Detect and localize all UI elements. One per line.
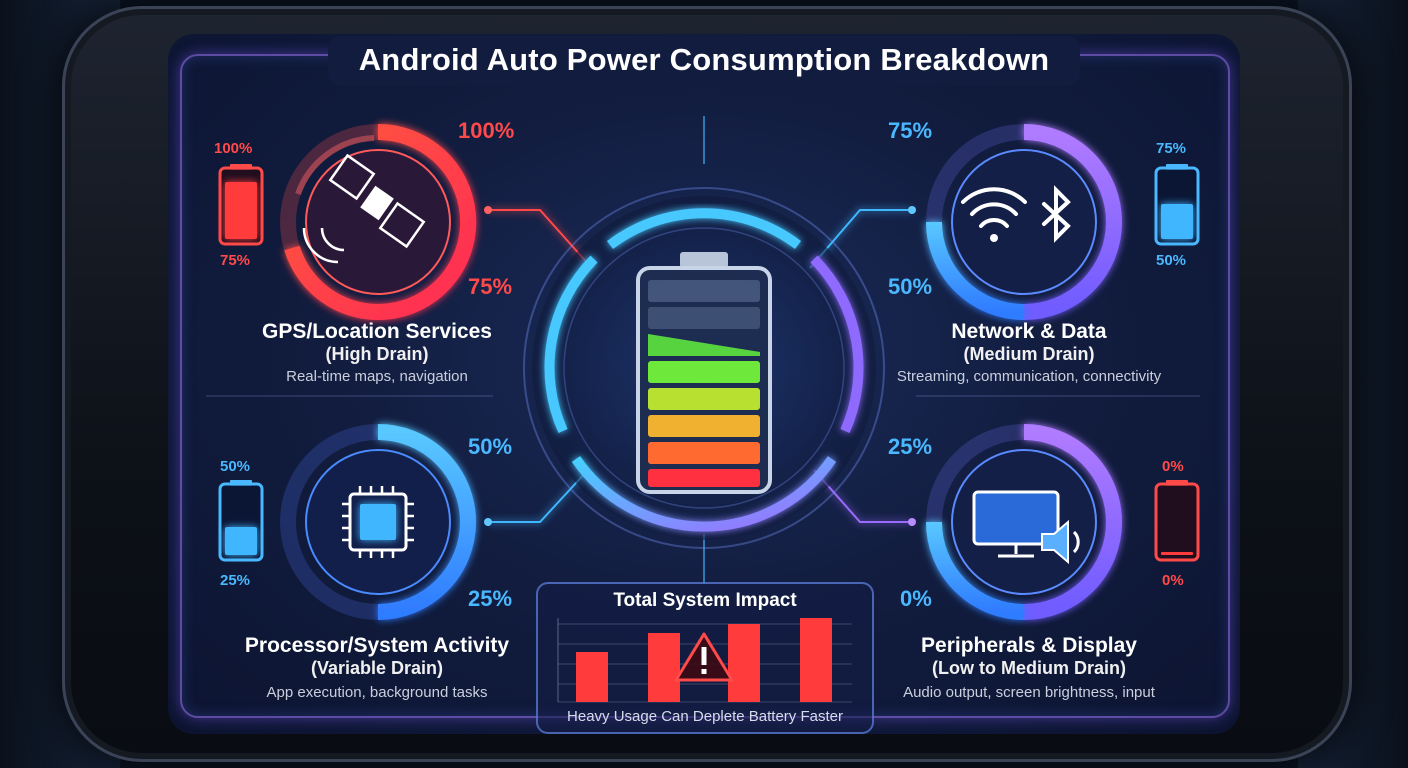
impact-title: Total System Impact — [613, 590, 797, 611]
peripherals-battery-gauge — [1154, 480, 1200, 562]
impact-bar — [648, 633, 680, 702]
gps-gauge-bottom: 75% — [220, 252, 251, 269]
processor-gauge-bottom: 25% — [220, 572, 251, 589]
gps-title: GPS/Location Services — [262, 320, 492, 343]
total-impact-panel: Total System Impact Heavy Usage Can Depl… — [536, 582, 874, 734]
gps-gauge-top: 100% — [214, 140, 253, 157]
monitor-speaker-icon — [972, 490, 1080, 565]
processor-gauge-top: 50% — [220, 458, 251, 475]
peripherals-ring-bottom: 0% — [900, 586, 932, 611]
network-subtitle: (Medium Drain) — [963, 344, 1095, 364]
gps-description: Real-time maps, navigation — [286, 368, 468, 385]
impact-bar — [576, 652, 608, 702]
processor-subtitle: (Variable Drain) — [310, 658, 444, 678]
peripherals-subtitle: (Low to Medium Drain) — [932, 658, 1126, 678]
warning-icon — [674, 632, 734, 682]
graphics-layer — [206, 116, 1200, 620]
title-box: Android Auto Power Consumption Breakdown — [328, 36, 1080, 86]
network-battery-gauge — [1154, 164, 1200, 246]
processor-ring-top: 50% — [468, 434, 513, 459]
gps-ring-top: 100% — [458, 118, 515, 143]
impact-bar — [800, 618, 832, 702]
network-ring-top: 75% — [888, 118, 933, 143]
processor-description: App execution, background tasks — [266, 684, 488, 701]
connector-gps — [484, 206, 591, 267]
gps-ring — [280, 124, 477, 320]
infotainment-screen: Android Auto Power Consumption Breakdown — [168, 34, 1240, 734]
network-gauge-bottom: 50% — [1156, 252, 1187, 269]
peripherals-title: Peripherals & Display — [921, 634, 1137, 657]
gps-subtitle: (High Drain) — [325, 344, 429, 364]
network-ring — [926, 124, 1122, 320]
processor-ring-bottom: 25% — [468, 586, 513, 611]
connector-peripherals — [813, 469, 916, 526]
peripherals-ring — [926, 424, 1122, 620]
gps-ring-bottom: 75% — [468, 274, 513, 299]
peripherals-description: Audio output, screen brightness, input — [903, 684, 1155, 701]
gps-battery-gauge — [218, 164, 264, 246]
peripherals-gauge-top: 0% — [1162, 458, 1184, 475]
network-description: Streaming, communication, connectivity — [896, 368, 1162, 385]
network-gauge-top: 75% — [1156, 140, 1187, 157]
wifi-bluetooth-icon — [961, 185, 1071, 243]
chip-icon — [342, 486, 414, 558]
impact-bar-chart — [557, 618, 852, 703]
network-ring-bottom: 50% — [888, 274, 933, 299]
connector-processor — [484, 469, 589, 526]
peripherals-ring-top: 25% — [888, 434, 933, 459]
peripherals-gauge-bottom: 0% — [1162, 572, 1184, 589]
page-title: Android Auto Power Consumption Breakdown — [358, 42, 1050, 77]
impact-bar — [728, 624, 760, 702]
processor-title: Processor/System Activity — [244, 634, 510, 657]
network-title: Network & Data — [951, 320, 1107, 343]
satellite-icon — [302, 153, 426, 264]
battery-icon — [636, 252, 772, 494]
impact-caption: Heavy Usage Can Deplete Battery Faster — [567, 708, 843, 725]
processor-battery-gauge — [218, 480, 264, 562]
